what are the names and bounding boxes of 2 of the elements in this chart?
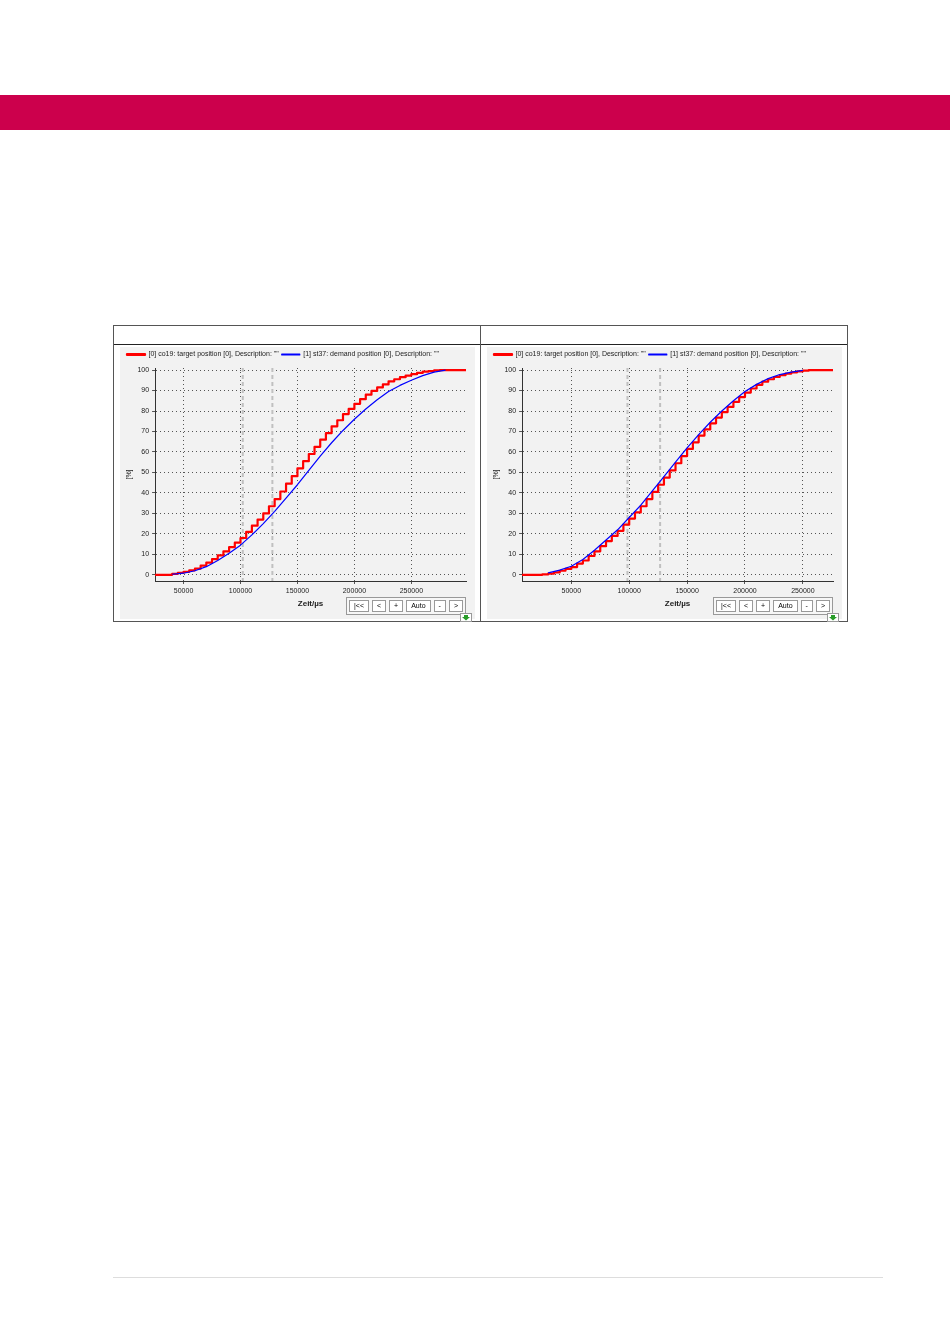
x-axis-title: Zeit/µs bbox=[664, 599, 691, 609]
x-axis-title: Zeit/µs bbox=[297, 599, 324, 609]
